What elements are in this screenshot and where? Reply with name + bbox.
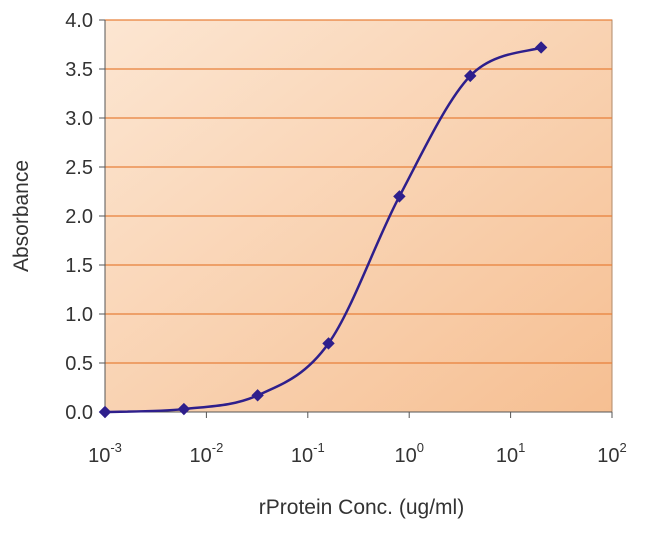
x-tick-label: 10-3	[88, 440, 122, 467]
data-point	[251, 389, 264, 402]
x-tick-label: 100	[394, 440, 423, 467]
data-point	[534, 41, 548, 54]
y-tick-label: 3.0	[65, 108, 93, 130]
x-tick-labels: 10-3 10-2 10-1 100 101 102	[88, 440, 627, 467]
data-series	[98, 41, 548, 419]
x-tick-label: 10-1	[291, 440, 325, 467]
y-axis-title: Absorbance	[10, 160, 33, 272]
x-tick-label: 101	[496, 440, 525, 467]
y-tick-label: 1.0	[65, 304, 93, 326]
y-tick-label: 3.5	[65, 59, 93, 81]
y-tick-labels: 0.0 0.5 1.0 1.5 2.0 2.5 3.0 3.5 4.0	[65, 10, 93, 424]
y-tick-label: 0.0	[65, 402, 93, 424]
gridlines	[105, 19, 612, 364]
data-point	[322, 337, 335, 350]
y-tick-label: 4.0	[65, 10, 93, 32]
y-tick-label: 0.5	[65, 353, 93, 375]
data-point	[177, 402, 191, 416]
x-tick-label: 10-2	[189, 440, 223, 467]
data-point	[393, 190, 406, 203]
y-tick-label: 1.5	[65, 255, 93, 277]
x-axis-title: rProtein Conc. (ug/ml)	[259, 496, 464, 519]
x-tick-label: 102	[597, 440, 626, 467]
data-point	[98, 405, 112, 419]
y-tick-label: 2.0	[65, 206, 93, 228]
data-point	[464, 69, 477, 83]
y-tick-label: 2.5	[65, 157, 93, 179]
